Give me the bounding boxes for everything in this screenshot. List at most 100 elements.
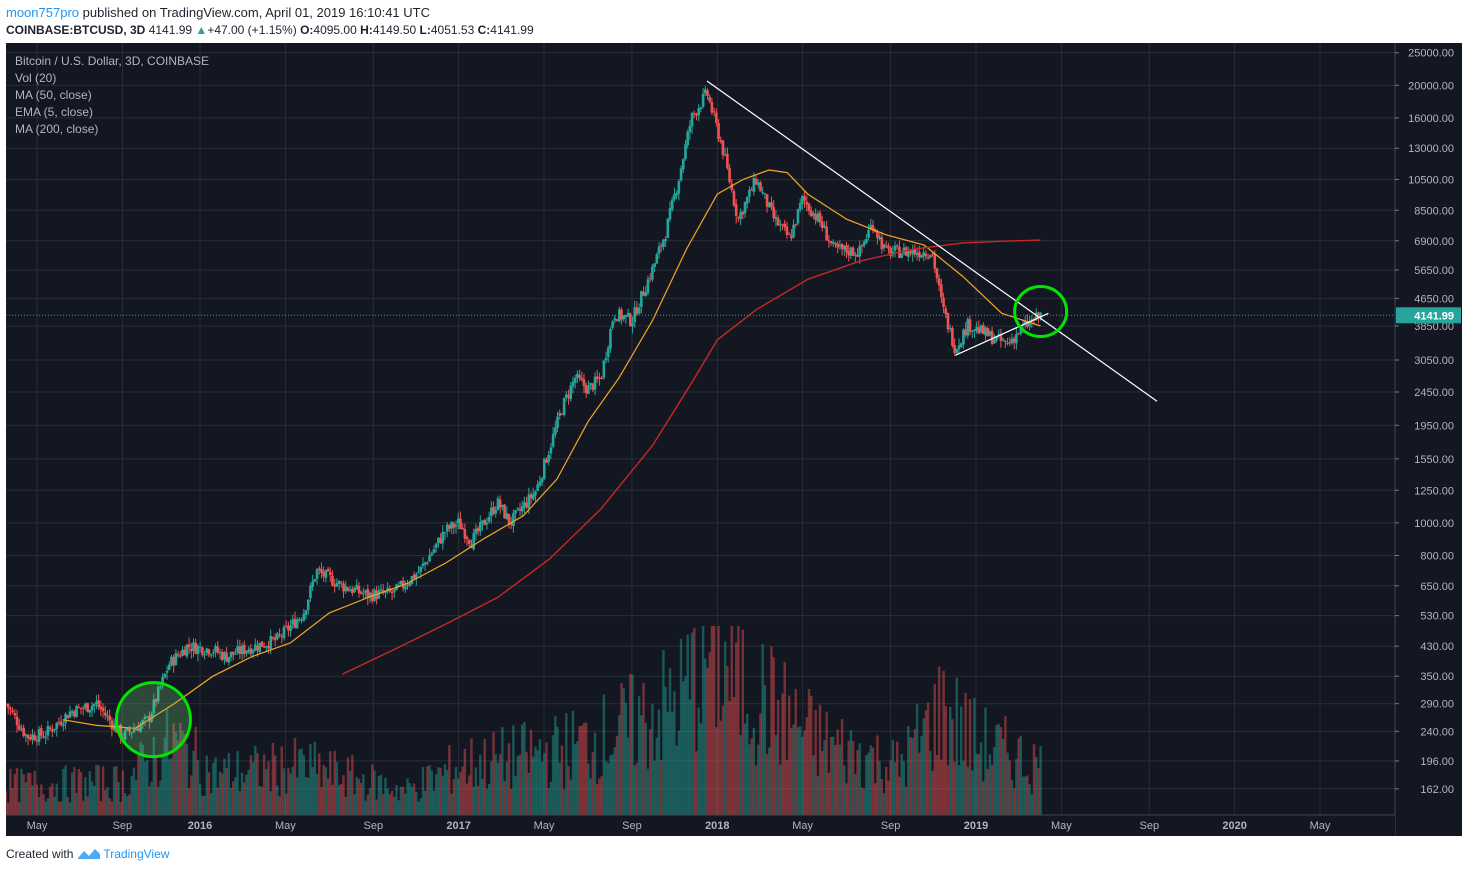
volume-bar (1001, 739, 1005, 815)
candle-body (355, 584, 359, 590)
legend-ma200[interactable]: MA (200, close) (15, 122, 99, 136)
candle-body (514, 510, 517, 514)
volume-bar (735, 642, 738, 815)
time-axis-bg (6, 815, 1395, 836)
volume-bar (278, 796, 281, 815)
candle-body (359, 591, 363, 594)
volume-bar (525, 751, 528, 815)
candle-body (201, 647, 204, 655)
price-change: +47.00 (+1.15%) (207, 23, 297, 37)
candle-body (820, 221, 824, 228)
candle-body (915, 253, 919, 256)
candle-body (474, 528, 478, 534)
volume-bar (366, 794, 369, 815)
price-tick-label: 1550.00 (1414, 454, 1454, 466)
volume-bar (276, 785, 279, 815)
price-tick-label: 650.00 (1420, 581, 1454, 593)
volume-bar (922, 718, 925, 815)
volume-bar (108, 798, 111, 815)
candle-body (51, 729, 54, 732)
price-chart[interactable]: 162.00 196.00 240.00 290.00 350.00 430.00 530.… (6, 43, 1462, 836)
up-triangle-icon: ▲ (195, 23, 208, 37)
candle-body (999, 334, 1003, 341)
volume-bar (265, 769, 268, 815)
legend-ma50[interactable]: MA (50, close) (15, 88, 92, 102)
volume-bar (260, 786, 264, 815)
candle-body (924, 253, 928, 257)
candle-body (207, 649, 211, 655)
candle-body (723, 154, 727, 156)
candle-body (931, 253, 934, 255)
candle-body (298, 618, 301, 621)
volume-bar (351, 755, 354, 815)
volume-bar (448, 745, 451, 815)
tradingview-link[interactable]: TradingView (77, 847, 169, 861)
time-tick-label: Sep (364, 820, 384, 832)
candle-body (218, 651, 222, 653)
candle-body (1032, 319, 1036, 321)
volume-bar (704, 658, 707, 815)
candle-body (887, 245, 890, 249)
volume-bar (490, 761, 493, 815)
volume-bar (686, 634, 689, 815)
open-label: O: (300, 23, 314, 37)
candle-body (417, 572, 420, 574)
candle-body (531, 494, 535, 500)
volume-bar (750, 738, 753, 815)
candle-body (708, 96, 712, 102)
candle-body (448, 525, 451, 529)
volume-bar (779, 764, 782, 815)
candle-body (379, 589, 383, 591)
price-tick-label: 13000.00 (1408, 143, 1454, 155)
volume-bar (410, 786, 414, 815)
volume-bar (865, 755, 868, 815)
volume-bar (88, 771, 92, 815)
volume-bar (891, 740, 895, 815)
candle-body (92, 704, 96, 707)
volume-bar (203, 795, 206, 815)
candle-body (59, 721, 63, 725)
candle-body (494, 509, 498, 514)
volume-bar (176, 740, 180, 815)
candle-body (315, 569, 319, 579)
volume-bar (251, 762, 255, 815)
candle-body (940, 284, 943, 298)
chart-area[interactable]: 162.00 196.00 240.00 290.00 350.00 430.00 530.… (6, 43, 1462, 836)
volume-bar (752, 727, 756, 815)
candle-body (324, 570, 328, 578)
candle-body (437, 537, 440, 544)
candle-body (913, 249, 917, 255)
volume-bar (307, 777, 310, 815)
volume-bar (1039, 746, 1042, 815)
candle-body (467, 540, 471, 544)
time-tick-label: May (792, 820, 813, 832)
candle-body (423, 562, 427, 565)
volume-bar (267, 761, 270, 815)
candle-body (818, 212, 822, 223)
candle-body (858, 245, 862, 257)
volume-bar (26, 772, 30, 815)
volume-bar (503, 781, 506, 815)
volume-bar (1006, 752, 1009, 815)
legend-volume[interactable]: Vol (20) (15, 71, 57, 85)
candle-body (101, 707, 105, 712)
candle-body (121, 737, 125, 739)
candle-body (997, 334, 1001, 336)
volume-bar (578, 726, 581, 815)
volume-bar (70, 772, 74, 815)
volume-bar (386, 788, 389, 815)
symbol-label: COINBASE:BTCUSD, 3D (6, 23, 146, 37)
candle-body (348, 589, 352, 592)
candle-body (929, 254, 932, 258)
candle-body (344, 586, 348, 592)
candle-body (97, 700, 100, 707)
volume-bar (390, 790, 394, 815)
volume-bar (770, 646, 773, 815)
author-link[interactable]: moon757pro (6, 5, 79, 20)
candle-body (871, 225, 875, 231)
candle-body (203, 654, 206, 656)
volume-bar (858, 743, 861, 815)
candle-body (732, 191, 736, 206)
legend-ema5[interactable]: EMA (5, close) (15, 105, 94, 119)
volume-bar (443, 764, 447, 815)
